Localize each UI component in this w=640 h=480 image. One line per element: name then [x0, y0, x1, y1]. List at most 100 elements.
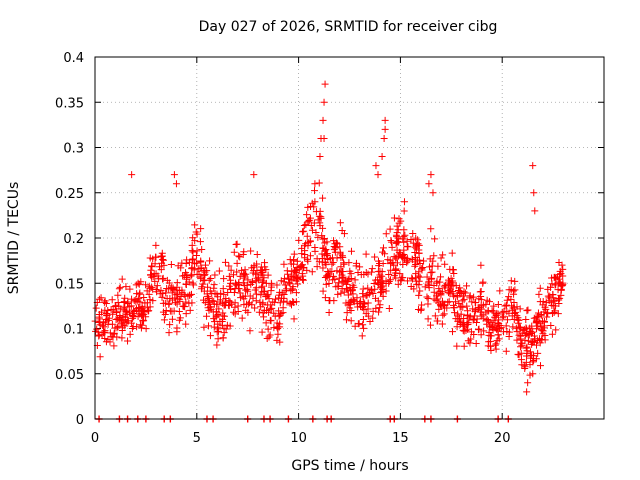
data-point: [204, 283, 212, 291]
data-point: [210, 281, 218, 289]
data-point: [186, 291, 194, 299]
data-point: [449, 328, 457, 336]
data-point: [158, 259, 166, 267]
data-point: [308, 268, 316, 276]
data-point: [231, 303, 239, 311]
data-point: [205, 322, 213, 330]
data-point: [197, 258, 205, 266]
data-point: [438, 297, 446, 305]
data-point: [235, 252, 243, 260]
data-point: [549, 291, 557, 299]
data-point: [456, 289, 464, 297]
data-point: [205, 276, 213, 284]
x-axis-label: GPS time / hours: [291, 458, 408, 474]
data-point: [410, 285, 418, 293]
y-tick-label: 0.15: [55, 277, 84, 292]
data-point: [387, 266, 395, 274]
data-point: [298, 244, 306, 252]
data-point: [464, 337, 472, 345]
data-point: [472, 339, 480, 347]
data-point: [214, 323, 222, 331]
data-point: [396, 270, 404, 278]
data-point: [236, 253, 244, 261]
data-point: [378, 282, 386, 290]
data-point: [387, 237, 395, 245]
data-point: [491, 341, 499, 349]
data-point: [302, 221, 310, 229]
data-point: [368, 265, 376, 273]
data-point: [276, 311, 284, 319]
data-point: [453, 342, 461, 350]
data-point: [300, 227, 308, 235]
data-point: [512, 324, 520, 332]
data-point: [253, 251, 261, 259]
x-tick-label: 20: [494, 431, 511, 446]
data-point: [289, 283, 297, 291]
data-point: [533, 313, 541, 321]
data-point: [140, 317, 148, 325]
data-point: [522, 316, 530, 324]
data-point: [101, 334, 109, 342]
data-point: [513, 312, 521, 320]
data-point: [499, 314, 507, 322]
data-point: [552, 274, 560, 282]
data-point: [329, 272, 337, 280]
data-point: [265, 308, 273, 316]
data-point: [159, 308, 167, 316]
plot-frame: [94, 56, 605, 420]
data-point: [321, 80, 329, 88]
data-point: [120, 298, 128, 306]
data-point: [211, 271, 219, 279]
data-point: [489, 325, 497, 333]
data-point: [159, 274, 167, 282]
data-point: [559, 265, 567, 273]
y-tick-label: 0: [76, 413, 84, 428]
data-point: [172, 291, 180, 299]
data-point: [313, 255, 321, 263]
data-point: [415, 241, 423, 249]
data-point: [400, 226, 408, 234]
data-point: [213, 341, 221, 349]
data-point: [194, 265, 202, 273]
data-point: [374, 297, 382, 305]
data-point: [322, 261, 330, 269]
data-point: [252, 297, 260, 305]
data-point: [529, 358, 537, 366]
data-point: [182, 320, 190, 328]
data-point: [557, 270, 565, 278]
data-point: [162, 289, 170, 297]
data-point: [534, 309, 542, 317]
data-point: [104, 320, 112, 328]
data-point: [364, 284, 372, 292]
data-point: [336, 219, 344, 227]
data-point: [436, 278, 444, 286]
data-point: [545, 294, 553, 302]
data-point: [343, 280, 351, 288]
data-point: [319, 235, 327, 243]
data-point: [471, 298, 479, 306]
data-point: [362, 250, 370, 258]
data-point: [277, 277, 285, 285]
data-point: [319, 194, 327, 202]
data-point: [113, 315, 121, 323]
data-point: [324, 256, 332, 264]
data-point: [311, 198, 319, 206]
data-point: [514, 350, 522, 358]
data-point: [273, 336, 281, 344]
data-point: [306, 214, 314, 222]
data-point: [320, 134, 328, 142]
data-point: [382, 230, 390, 238]
data-point: [427, 269, 435, 277]
data-point: [247, 280, 255, 288]
data-point: [359, 321, 367, 329]
data-point: [433, 292, 441, 300]
data-point: [412, 260, 420, 268]
data-point: [364, 270, 372, 278]
data-point: [438, 320, 446, 328]
data-point: [303, 211, 311, 219]
data-point: [399, 251, 407, 259]
data-point: [376, 301, 384, 309]
data-point: [415, 291, 423, 299]
data-point: [330, 297, 338, 305]
data-point: [557, 285, 565, 293]
